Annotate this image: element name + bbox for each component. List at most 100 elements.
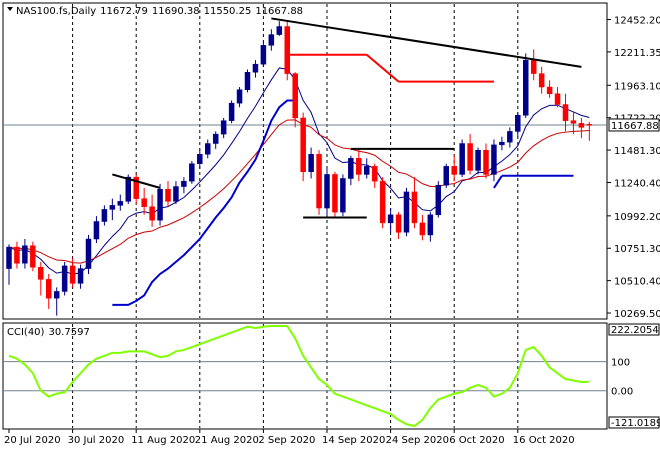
cci-axis-labels: 222.2054 -121.0189 100 0.00 (608, 323, 660, 429)
candle-body (220, 120, 227, 135)
candle-body (562, 104, 569, 121)
candle-body (451, 166, 457, 175)
cci-min-tag (608, 416, 660, 429)
lower-band-line (112, 99, 296, 306)
candle-body (53, 291, 60, 299)
candle-body (324, 174, 330, 209)
x-tick-label: 21 Aug 2020 (195, 435, 259, 446)
y-tick-label: 10269.50 (614, 309, 660, 320)
candle-body (578, 123, 585, 128)
trendline (271, 17, 582, 68)
x-tick-label: 24 Sep 2020 (386, 435, 449, 446)
candle-body (371, 166, 378, 182)
candle-body (236, 89, 243, 104)
candle-body (427, 214, 434, 236)
candle-body (515, 115, 521, 132)
current-price-tag: 11667.88 (608, 118, 660, 132)
candle-body (300, 117, 306, 173)
cci-line-group (8, 325, 590, 428)
candle-body (292, 73, 298, 119)
candle-body (14, 246, 20, 264)
cci-title: CCI(40) 30.7597 (7, 327, 90, 338)
candle-body (395, 214, 402, 233)
candle-body (459, 143, 465, 175)
candle-body (403, 191, 410, 233)
y-tick-label: 10751.30 (614, 244, 660, 255)
cci-min-label: -121.0189 (611, 418, 660, 429)
cci-level-0-label: 0.00 (611, 387, 633, 398)
candle-body (499, 141, 505, 146)
candle-body (149, 206, 155, 221)
candlesticks (6, 21, 593, 316)
candle-body (205, 143, 211, 155)
candle-body (435, 184, 442, 216)
candle-body (507, 131, 513, 143)
y-tick-label: 12452.20 (614, 15, 660, 26)
x-tick-label: 2 Sep 2020 (258, 435, 315, 446)
collapse-triangle-icon (7, 7, 13, 11)
candle-body (316, 154, 322, 209)
candle-body (228, 102, 235, 121)
candle-body (538, 73, 545, 88)
x-axis-ticks: 20 Jul 2020 30 Jul 2020 11 Aug 2020 21 Aug … (4, 429, 575, 446)
candle-body (546, 86, 553, 95)
candle-body (348, 158, 354, 179)
current-price-tag-bg (608, 118, 660, 132)
y-tick-label: 12211.35 (614, 48, 660, 59)
chart-header: NAS100.fs,Daily 11672.79 11690.38 11550.25 1… (7, 6, 303, 338)
candle-body (101, 209, 108, 222)
candle-body (46, 279, 52, 299)
trendlines (112, 17, 582, 219)
candle-body (411, 191, 418, 224)
candle-body (109, 205, 116, 210)
x-tick-label: 16 Oct 2020 (513, 435, 575, 446)
cci-level-100-label: 100 (611, 358, 630, 369)
candle-body (6, 246, 12, 269)
cci-line (8, 325, 590, 428)
candle-body (483, 149, 489, 175)
candle-body (93, 221, 100, 240)
candle-body (419, 222, 426, 236)
symbol-label: NAS100.fs,Daily 11672.79 11690.38 11550.25 1… (16, 6, 303, 17)
candle-body (117, 201, 124, 206)
candle-body (181, 180, 187, 187)
candle-body (284, 26, 290, 74)
candle-body (308, 154, 314, 173)
support-resistance-segment (366, 53, 400, 83)
candle-body (189, 163, 195, 182)
candle-body (530, 59, 537, 74)
candle-body (340, 178, 346, 213)
candle-body (379, 180, 386, 224)
x-tick-label: 6 Oct 2020 (449, 435, 504, 446)
x-tick-label: 20 Jul 2020 (4, 435, 61, 446)
candle-body (332, 174, 338, 213)
trendline (112, 173, 161, 189)
y-axis-ticks: 12452.2012211.3511963.1011722.2011481.30… (607, 15, 660, 320)
candle-body (141, 198, 147, 207)
candle-body (212, 133, 219, 144)
candle-body (554, 93, 561, 105)
candle-body (523, 59, 529, 116)
current-price-tag-text: 11667.88 (611, 121, 659, 132)
candle-body (443, 166, 449, 186)
y-tick-label: 11240.40 (614, 178, 660, 189)
x-tick-label: 30 Jul 2020 (68, 435, 125, 446)
cci-max-label: 222.2054 (611, 325, 659, 336)
x-tick-label: 11 Aug 2020 (131, 435, 195, 446)
support-resistance-segment (493, 175, 503, 189)
candle-body (260, 45, 267, 65)
candle-body (197, 154, 203, 164)
candle-body (475, 149, 481, 171)
candle-body (38, 266, 44, 280)
candle-body (85, 238, 92, 269)
candle-body (30, 245, 36, 268)
candle-body (69, 265, 76, 284)
candle-body (244, 71, 251, 90)
y-tick-label: 10992.20 (614, 212, 660, 223)
candle-body (77, 268, 84, 284)
candle-body (157, 188, 163, 221)
candle-body (165, 188, 171, 202)
candle-body (268, 34, 275, 46)
candle-body (356, 158, 362, 175)
